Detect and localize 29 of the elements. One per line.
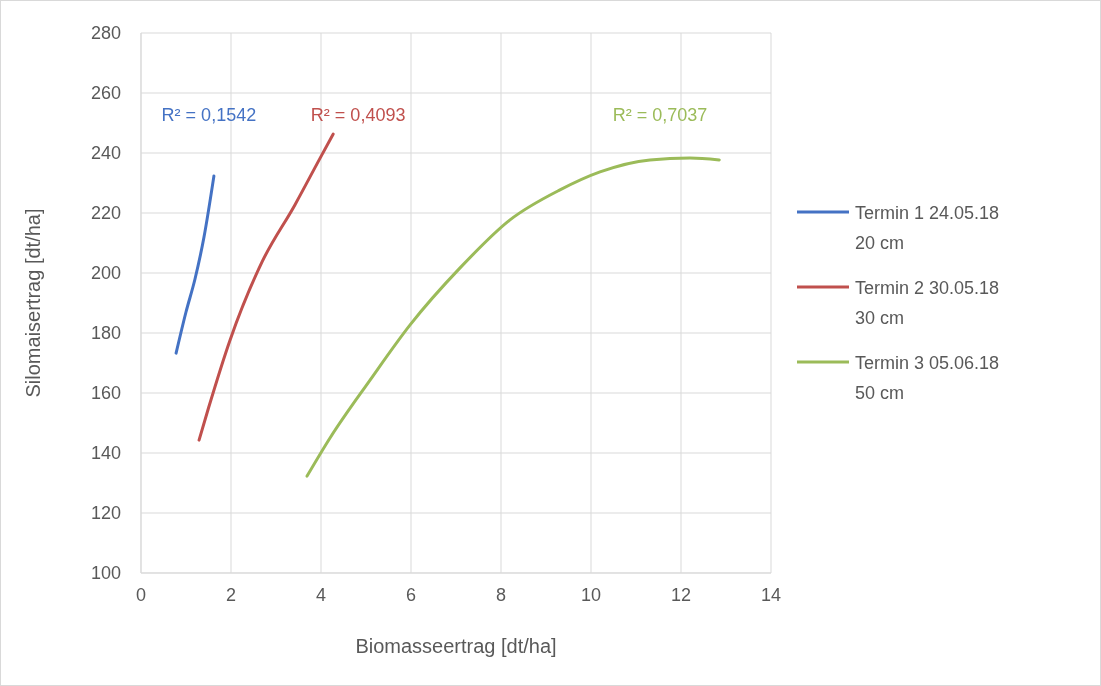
y-tick-label: 140: [90, 443, 121, 463]
y-tick-label: 200: [90, 263, 121, 283]
y-tick-label: 160: [90, 383, 121, 403]
x-tick-label: 8: [495, 585, 507, 605]
line-series: [174, 174, 216, 355]
line-series: [197, 132, 335, 442]
y-tick-label: 240: [90, 143, 121, 163]
x-tick-label: 10: [580, 585, 602, 605]
x-tick-label: 14: [760, 585, 782, 605]
line-series: [305, 156, 721, 478]
legend-label: Termin 2 30.05.18 30 cm: [855, 278, 1000, 328]
legend-label: Termin 1 24.05.18 20 cm: [855, 203, 1000, 253]
x-tick-label: 12: [670, 585, 692, 605]
y-tick-label: 260: [90, 83, 121, 103]
y-tick-label: 280: [90, 23, 121, 43]
x-tick-label: 2: [225, 585, 237, 605]
x-tick-label: 6: [405, 585, 417, 605]
y-axis-title: Silomaisertrag [dt/ha]: [22, 208, 44, 398]
annotation: R² = 0,7037: [612, 105, 708, 125]
x-tick-label: 0: [135, 585, 147, 605]
annotation: R² = 0,4093: [310, 105, 406, 125]
x-tick-label: 4: [315, 585, 327, 605]
legend-label: Termin 3 05.06.18 50 cm: [855, 353, 1000, 403]
annotation: R² = 0,1542: [161, 105, 257, 125]
x-axis-title: Biomasseertrag [dt/ha]: [355, 635, 557, 657]
y-tick-label: 120: [90, 503, 121, 523]
y-tick-label: 180: [90, 323, 121, 343]
y-tick-label: 220: [90, 203, 121, 223]
y-tick-label: 100: [90, 563, 121, 583]
